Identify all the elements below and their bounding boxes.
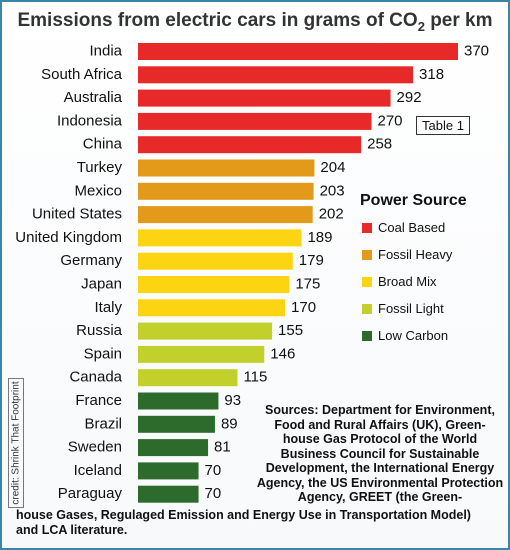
value-label: 70 bbox=[205, 462, 222, 479]
category-label: China bbox=[83, 136, 123, 153]
bar-germany bbox=[138, 252, 293, 270]
value-label: 170 bbox=[291, 299, 316, 316]
category-label: India bbox=[89, 42, 122, 59]
value-label: 370 bbox=[464, 42, 489, 59]
legend-item-fossil-heavy: Fossil Heavy bbox=[360, 241, 467, 268]
legend-swatch bbox=[362, 330, 372, 341]
category-label: Germany bbox=[60, 252, 122, 269]
category-label: France bbox=[75, 392, 122, 409]
value-label: 155 bbox=[278, 322, 303, 339]
value-label: 258 bbox=[367, 136, 392, 153]
value-label: 115 bbox=[243, 369, 267, 386]
legend-label: Fossil Light bbox=[378, 301, 444, 316]
legend-label: Broad Mix bbox=[378, 274, 437, 289]
legend-swatch bbox=[362, 303, 372, 314]
legend-label: Low Carbon bbox=[378, 328, 449, 343]
category-label: Turkey bbox=[77, 159, 123, 176]
legend-item-broad-mix: Broad Mix bbox=[360, 268, 467, 295]
chart-title: Emissions from electric cars in grams of… bbox=[17, 10, 493, 34]
category-label: Russia bbox=[76, 322, 123, 339]
category-label: United Kingdom bbox=[15, 229, 122, 246]
value-label: 189 bbox=[307, 229, 332, 246]
value-label: 203 bbox=[320, 182, 345, 199]
bar-canada bbox=[138, 369, 238, 387]
bar-india bbox=[138, 43, 458, 60]
legend-label: Fossil Heavy bbox=[378, 247, 453, 262]
bar-spain bbox=[138, 345, 265, 363]
bar-brazil bbox=[138, 415, 215, 433]
category-label: Australia bbox=[64, 89, 123, 106]
value-label: 70 bbox=[205, 485, 222, 502]
category-label: Paraguay bbox=[58, 485, 123, 502]
category-label: Italy bbox=[94, 299, 122, 316]
bar-russia bbox=[138, 322, 273, 340]
category-label: Brazil bbox=[84, 415, 122, 432]
value-label: 204 bbox=[320, 159, 345, 176]
bar-south-africa bbox=[138, 66, 414, 84]
value-label: 175 bbox=[295, 275, 320, 292]
legend-item-low-carbon: Low Carbon bbox=[360, 322, 467, 349]
value-label: 202 bbox=[319, 206, 344, 223]
value-label: 179 bbox=[299, 252, 324, 269]
bar-united-kingdom bbox=[138, 229, 302, 247]
value-label: 81 bbox=[214, 439, 231, 456]
table-label: Table 1 bbox=[416, 116, 470, 135]
bar-italy bbox=[138, 299, 286, 317]
category-label: South Africa bbox=[41, 66, 123, 83]
category-label: Indonesia bbox=[57, 112, 123, 129]
category-label: Iceland bbox=[74, 462, 122, 479]
bar-france bbox=[138, 392, 219, 410]
legend-title: Power Source bbox=[360, 192, 467, 209]
legend-item-coal-based: Coal Based bbox=[360, 214, 467, 241]
legend: Power Source Coal Based Fossil Heavy Bro… bbox=[360, 192, 467, 349]
category-label: Spain bbox=[84, 345, 122, 362]
bar-indonesia bbox=[138, 112, 372, 130]
bar-sweden bbox=[138, 439, 209, 457]
sources-text: Sources: Department for Environment, Foo… bbox=[256, 403, 504, 504]
bar-mexico bbox=[138, 182, 314, 200]
value-label: 89 bbox=[221, 415, 238, 432]
credit-box: credit: Shrink That Footprint bbox=[8, 378, 24, 508]
bar-turkey bbox=[138, 159, 315, 177]
category-label: Sweden bbox=[68, 439, 122, 456]
sources-continuation: house Gases, Regulaged Emission and Ener… bbox=[16, 508, 471, 537]
category-label: Canada bbox=[69, 369, 122, 386]
bar-australia bbox=[138, 89, 391, 107]
value-label: 146 bbox=[270, 345, 295, 362]
bar-japan bbox=[138, 276, 290, 293]
legend-item-fossil-light: Fossil Light bbox=[360, 295, 467, 322]
legend-swatch bbox=[362, 222, 372, 233]
value-label: 93 bbox=[224, 392, 241, 409]
legend-label: Coal Based bbox=[378, 220, 446, 235]
bar-iceland bbox=[138, 462, 199, 480]
bar-united-states bbox=[138, 206, 313, 224]
value-label: 292 bbox=[397, 89, 422, 106]
value-label: 318 bbox=[419, 66, 444, 83]
legend-swatch bbox=[362, 249, 372, 260]
value-label: 270 bbox=[378, 112, 403, 129]
category-label: United States bbox=[32, 206, 122, 223]
bar-china bbox=[138, 136, 362, 154]
legend-swatch bbox=[362, 276, 372, 287]
category-label: Mexico bbox=[74, 182, 122, 199]
category-label: Japan bbox=[81, 275, 122, 292]
bar-paraguay bbox=[138, 485, 199, 503]
credit-text: credit: Shrink That Footprint bbox=[10, 381, 22, 505]
